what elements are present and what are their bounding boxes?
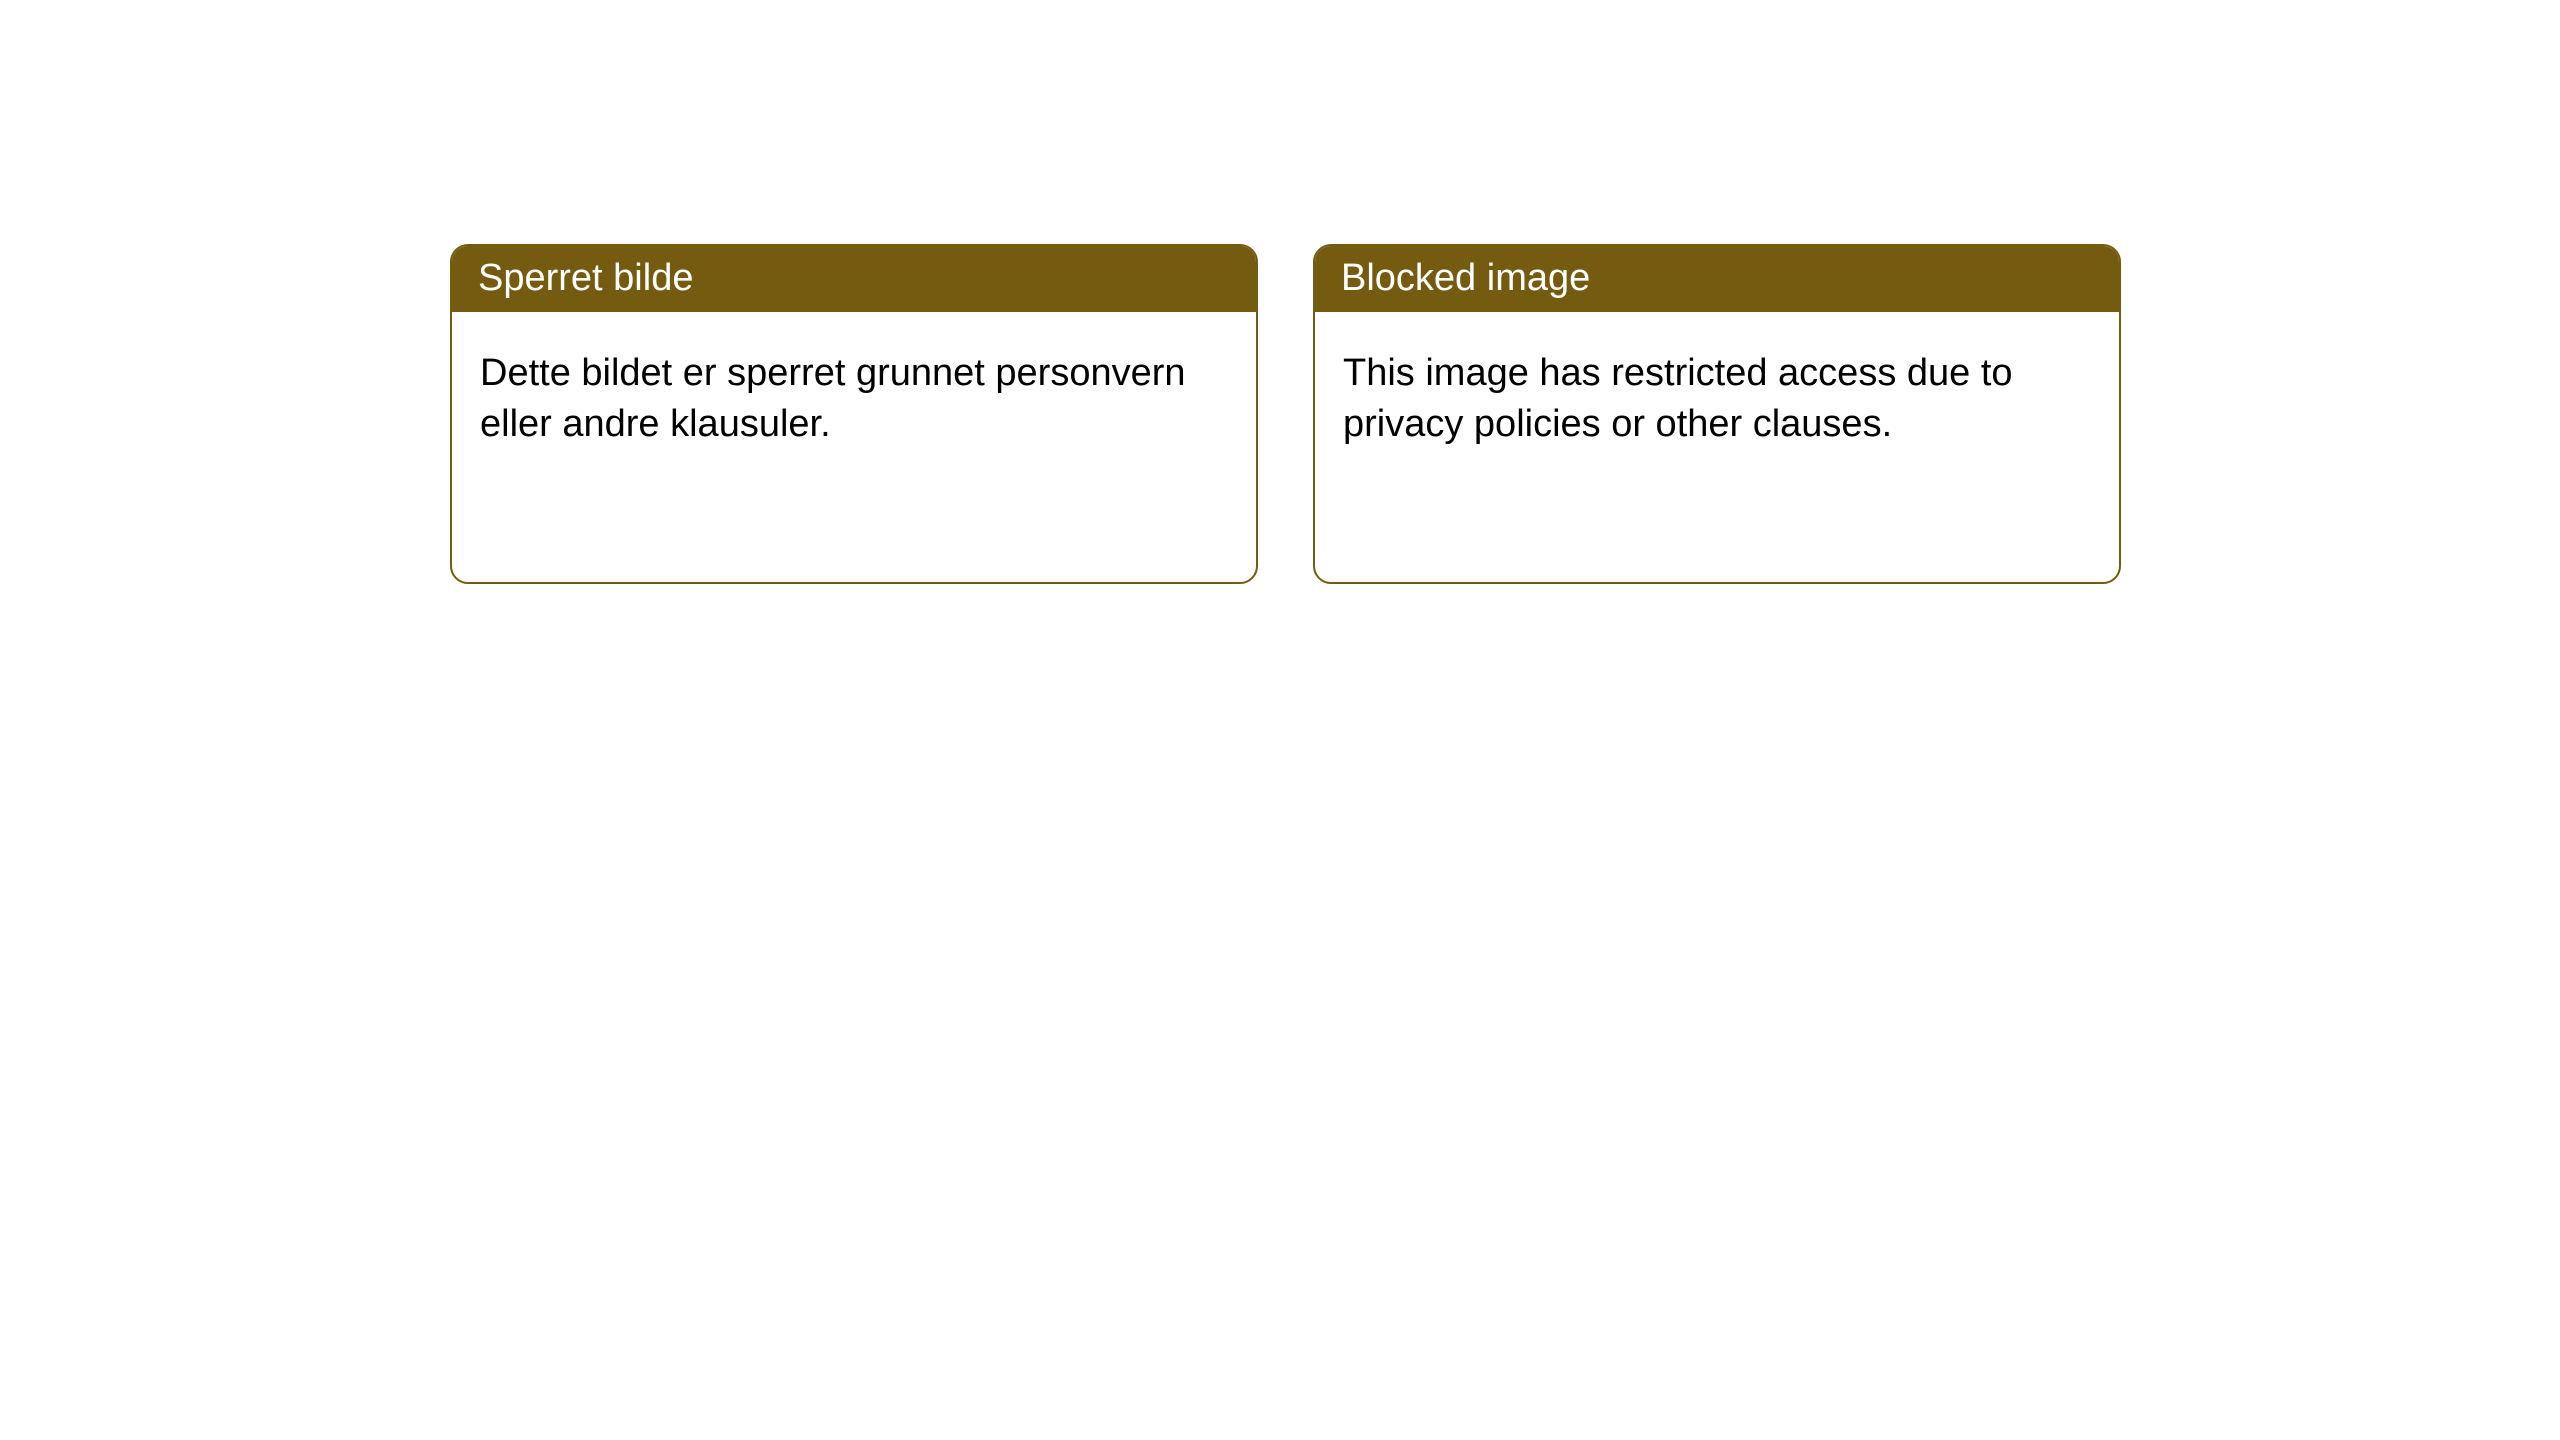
card-title: Blocked image — [1341, 257, 1590, 299]
card-body: This image has restricted access due to … — [1315, 312, 2119, 582]
notice-card-norwegian: Sperret bilde Dette bildet er sperret gr… — [450, 244, 1258, 584]
notice-container: Sperret bilde Dette bildet er sperret gr… — [0, 0, 2560, 584]
notice-card-english: Blocked image This image has restricted … — [1313, 244, 2121, 584]
card-header: Blocked image — [1315, 246, 2119, 312]
card-body-text: Dette bildet er sperret grunnet personve… — [480, 352, 1186, 445]
card-header: Sperret bilde — [452, 246, 1256, 312]
card-body-text: This image has restricted access due to … — [1343, 352, 2013, 445]
card-title: Sperret bilde — [478, 257, 693, 299]
card-body: Dette bildet er sperret grunnet personve… — [452, 312, 1256, 582]
